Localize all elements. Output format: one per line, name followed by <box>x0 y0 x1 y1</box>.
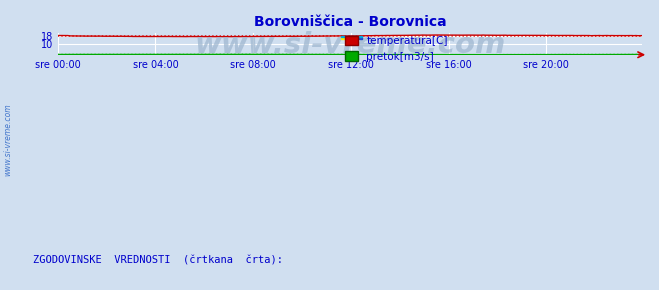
Bar <box>341 37 351 39</box>
Text: ZGODOVINSKE  VREDNOSTI  (črtkana  črta):: ZGODOVINSKE VREDNOSTI (črtkana črta): <box>33 256 283 266</box>
Text: www.si-vreme.com: www.si-vreme.com <box>3 103 13 175</box>
Bar <box>341 36 362 37</box>
Bar <box>351 37 362 39</box>
Text: www.si-vreme.com: www.si-vreme.com <box>194 31 505 59</box>
Legend: temperatura[C], pretok[m3/s]: temperatura[C], pretok[m3/s] <box>341 32 452 66</box>
Title: Borovniščica - Borovnica: Borovniščica - Borovnica <box>254 15 446 29</box>
